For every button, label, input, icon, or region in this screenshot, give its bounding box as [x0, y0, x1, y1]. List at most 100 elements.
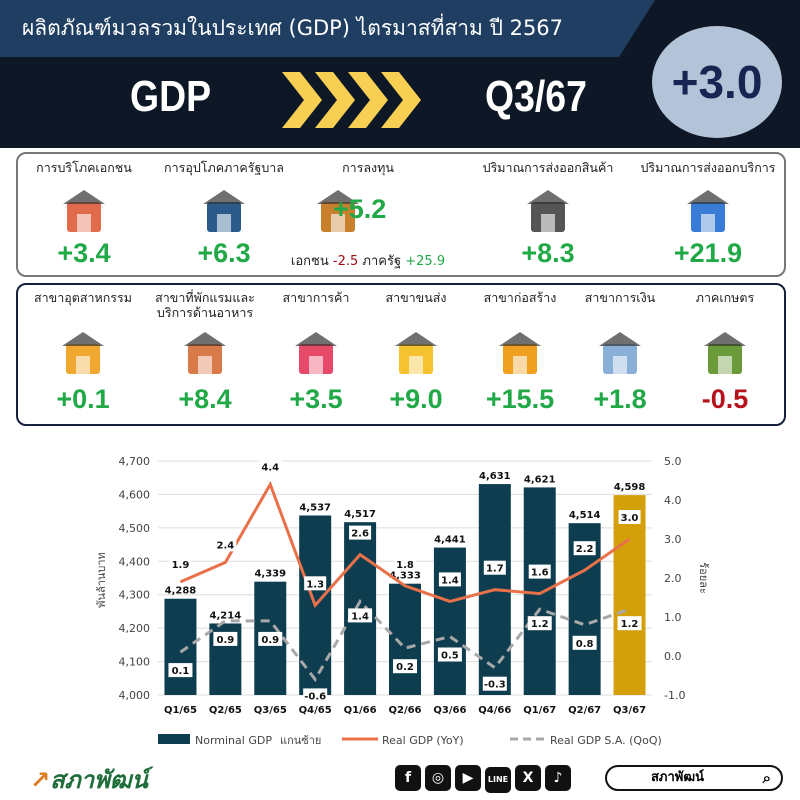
y2-tick-label: 2.0	[664, 572, 682, 585]
x-tick-label: Q1/65	[164, 705, 197, 716]
qoq-label-bg	[617, 616, 642, 631]
y2-tick-label: 0.0	[664, 650, 682, 663]
gdp-chart: 4,000 4,100 4,200 4,300 4,400 4,500 4,600 4,700…	[95, 455, 710, 747]
sectors-item: สาขาการเงิน +1.8	[560, 290, 680, 414]
yoy-data-label: 1.7	[486, 564, 504, 575]
qoq-data-label: 0.2	[396, 662, 414, 673]
y2-tick-label: -1.0	[664, 689, 685, 702]
tractor-icon	[700, 330, 750, 380]
y-tick-label: 4,500	[119, 522, 151, 535]
transport-icon	[391, 330, 441, 380]
item-label: ปริมาณการส่งออกบริการ	[640, 160, 776, 175]
qoq-label-bg	[527, 616, 552, 631]
item-value: +6.3	[197, 238, 251, 268]
title-band	[0, 0, 655, 57]
youtube-icon[interactable]: ▶	[455, 765, 481, 791]
tiktok-icon[interactable]: ♪	[545, 765, 571, 791]
qoq-data-label: 1.4	[351, 611, 369, 622]
investment-breakdown: เอกชน -2.5 ภาครัฐ +25.9	[283, 250, 453, 271]
bar-value-label: 4,514	[569, 510, 601, 521]
social-links: f ◎ ▶ LINE X ♪	[395, 765, 575, 793]
yoy-data-label: 1.6	[531, 568, 549, 579]
chevron-arrows-icon	[282, 72, 421, 128]
facebook-icon[interactable]: f	[395, 765, 421, 791]
legend-nominal-suffix: แกนซ้าย	[280, 734, 321, 747]
headline-growth-badge: +3.0	[652, 26, 782, 138]
instagram-icon[interactable]: ◎	[425, 765, 451, 791]
bank-icon	[595, 330, 645, 380]
x-tick-label: Q1/66	[344, 705, 377, 716]
bar	[433, 547, 466, 695]
item-label: ปริมาณการส่งออกสินค้า	[482, 160, 614, 175]
item-value: +9.0	[389, 384, 443, 414]
bar-value-label: 4,598	[614, 482, 646, 493]
bar-value-label: 4,441	[434, 535, 466, 546]
qoq-label-bg	[572, 635, 597, 650]
item-label: สาขาขนส่ง	[385, 290, 447, 305]
bar	[164, 598, 197, 695]
qoq-label-bg	[258, 631, 283, 646]
x-tick-label: Q2/65	[209, 705, 242, 716]
item-label: สาขาก่อสร้าง	[483, 290, 557, 305]
bar-value-label: 4,517	[344, 509, 376, 520]
bar-value-label: 4,288	[165, 586, 197, 597]
sector-panel	[16, 283, 786, 426]
x-tick-label: Q4/65	[299, 705, 332, 716]
y-tick-label: 4,000	[119, 689, 151, 702]
yoy-label-bg	[438, 572, 461, 587]
search-box[interactable]: สภาพัฒน์ ⌕	[605, 765, 783, 791]
x-tick-label: Q1/67	[523, 705, 556, 716]
y2-axis-title: ร้อยละ	[697, 562, 710, 594]
yoy-data-label: 1.8	[396, 560, 414, 571]
y-tick-label: 4,100	[119, 656, 151, 669]
y2-tick-label: 3.0	[664, 533, 682, 546]
item-value: -0.5	[701, 384, 749, 414]
legend-nominal: Norminal GDP	[195, 734, 272, 747]
qoq-data-label: -0.6	[304, 691, 326, 702]
item-label: สาขาอุตสาหกรรม	[34, 290, 132, 305]
item-value: +15.5	[485, 384, 555, 414]
qoq-label-bg	[482, 676, 507, 691]
qoq-label-bg	[437, 647, 462, 662]
search-text: สภาพัฒน์	[651, 770, 705, 785]
demand-item: การบริโภคเอกชน +3.4	[9, 160, 159, 268]
y-tick-label: 4,300	[119, 589, 151, 602]
hotel-icon	[180, 330, 230, 380]
factory-icon	[58, 330, 108, 380]
investment-icon	[313, 188, 363, 238]
search-icon[interactable]: ⌕	[762, 769, 771, 787]
quarter-label: Q3/67	[485, 72, 587, 121]
sectors-item: สาขาขนส่ง +9.0	[356, 290, 476, 414]
bar-value-label: 4,631	[479, 471, 511, 482]
qoq-data-label: -0.3	[484, 680, 506, 691]
demand-panel	[16, 152, 786, 277]
item-value: +8.4	[178, 384, 232, 414]
qoq-line	[179, 598, 631, 683]
qoq-data-label: 1.2	[621, 619, 639, 630]
qoq-data-label: 0.9	[217, 635, 235, 646]
item-value: +8.3	[521, 238, 575, 268]
yoy-data-label: 2.6	[351, 529, 369, 540]
demand-item: ปริมาณการส่งออกสินค้า +8.3	[473, 160, 623, 268]
yoy-line	[179, 480, 631, 609]
demand-item: การลงทุน +5.2 เอกชน -2.5 ภาครัฐ +25.9	[291, 160, 445, 269]
line-icon[interactable]: LINE	[485, 767, 511, 793]
bar-value-label: 4,621	[524, 474, 556, 485]
qoq-label-bg	[393, 659, 417, 674]
bar-value-label: 4,214	[210, 610, 242, 621]
yoy-label-bg	[214, 537, 237, 552]
legend-yoy: Real GDP (YoY)	[382, 734, 464, 747]
demand-item: ปริมาณการส่งออกบริการ +21.9	[633, 160, 783, 268]
item-label: การอุปโภคภาครัฐบาล	[164, 160, 284, 175]
qoq-label-bg	[213, 631, 238, 646]
yoy-label-bg	[483, 560, 506, 575]
sectors-item: ภาคเกษตร -0.5	[665, 290, 785, 414]
yoy-label-bg	[618, 510, 641, 524]
yoy-data-label: 2.4	[217, 540, 235, 551]
bar-value-label: 4,333	[389, 571, 421, 582]
private-label: เอกชน	[290, 254, 329, 269]
public-value: +25.9	[405, 254, 446, 269]
item-value: +0.1	[56, 384, 110, 414]
yoy-data-label: 1.9	[172, 560, 190, 571]
x-icon[interactable]: X	[515, 765, 541, 791]
